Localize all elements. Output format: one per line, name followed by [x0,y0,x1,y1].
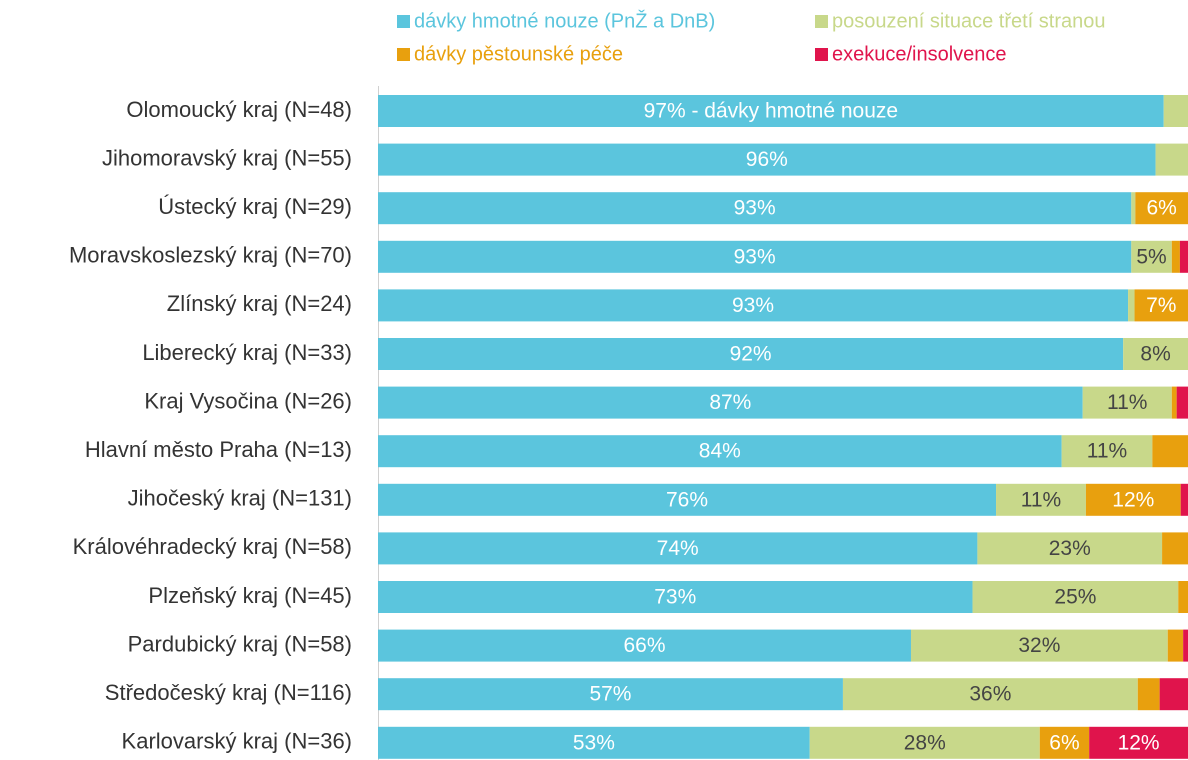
y-tick-label: Kraj Vysočina (N=26) [144,388,352,413]
bar-segment [1171,240,1180,273]
bar-segment [1180,483,1188,516]
bar-segment [378,338,1124,370]
value-label: 28% [904,731,946,754]
bar-segment [1178,581,1188,613]
y-tick-label: Liberecký kraj (N=33) [142,340,352,365]
bar-segment [378,289,1129,322]
y-tick-label: Ústecký kraj (N=29) [158,194,352,219]
value-label: 66% [623,634,665,657]
value-label: 93% [734,245,776,268]
y-tick-label: Středočeský kraj (N=116) [105,680,352,705]
value-label: 74% [657,537,699,560]
bar-segment [1061,435,1153,468]
legend-swatch [397,48,410,61]
bar-segment [996,483,1086,516]
bar-segment [378,435,1062,468]
value-label: 5% [1136,245,1166,268]
value-label: 76% [666,488,708,511]
value-label: 93% [734,197,776,220]
bar-segment [378,483,997,516]
bar-segment [378,192,1132,225]
y-tick-label: Plzeňský kraj (N=45) [148,583,352,608]
value-label: 11% [1021,488,1061,511]
bar-segment [977,532,1163,565]
bar-segment [378,678,843,711]
bar-segment [1123,338,1188,370]
y-tick-label: Moravskoslezský kraj (N=70) [69,243,352,268]
bar-segment [1163,95,1188,127]
bar-segment [1131,192,1136,225]
y-tick-label: Královéhradecký kraj (N=58) [73,534,352,559]
y-tick-label: Hlavní město Praha (N=13) [85,437,352,462]
bar-segment [1137,678,1160,711]
legend-swatch [815,15,828,28]
value-label: 11% [1087,440,1127,463]
value-label: 84% [699,440,741,463]
value-label: 23% [1049,537,1091,560]
y-tick-label: Jihomoravský kraj (N=55) [102,145,352,170]
bar-segment [378,629,911,662]
bar-segment [1179,240,1188,273]
value-label: 36% [969,683,1011,706]
y-tick-label: Karlovarský kraj (N=36) [122,729,352,754]
legend-label: posouzení situace třetí stranou [832,10,1106,32]
y-tick-label: Olomoucký kraj (N=48) [126,97,352,122]
bar-segment [378,95,1164,127]
bar-segment [1152,435,1188,468]
value-label: 92% [730,343,772,366]
value-label: 87% [709,391,751,414]
bar-segment [1155,143,1188,176]
value-label: 57% [589,683,631,706]
bar-segment [1128,289,1135,322]
value-label: 6% [1049,731,1079,754]
bar-segment [1162,532,1188,565]
value-label: 11% [1107,391,1147,414]
bar-segment [1131,240,1172,273]
value-label: 96% [746,148,788,171]
bar-segment [378,581,973,613]
y-tick-label: Pardubický kraj (N=58) [128,631,352,656]
value-label: 7% [1146,294,1176,317]
value-label: 73% [654,586,696,609]
bar-segment [1039,726,1090,759]
bar-segment [1176,386,1188,419]
bar-segment [1167,629,1184,662]
value-label: 12% [1118,731,1160,754]
bar-segment [378,386,1083,419]
bar-segment [378,143,1156,176]
bar-segment [378,532,978,565]
value-label: 6% [1146,197,1176,220]
legend-label: dávky pěstounské péče [414,43,623,65]
bar-segment [378,726,810,759]
bar-segment [1183,629,1188,662]
legend-label: exekuce/insolvence [832,43,1007,65]
bar-segment [1135,192,1188,225]
bar-segment [378,240,1132,273]
bar-segment [1134,289,1188,322]
value-label: 93% [732,294,774,317]
value-label: 32% [1018,634,1060,657]
y-tick-label: Zlínský kraj (N=24) [167,291,352,316]
legend-label: dávky hmotné nouze (PnŽ a DnB) [414,9,715,32]
bar-segment [1089,726,1188,759]
y-tick-label: Jihočeský kraj (N=131) [128,486,352,511]
bar-segment [1082,386,1172,419]
value-label: 12% [1112,488,1154,511]
bar-segment [1171,386,1177,419]
bar-segment [809,726,1040,759]
bar-segment [972,581,1179,613]
bar-segment [910,629,1168,662]
bar-segment [1159,678,1188,711]
value-label: 25% [1054,586,1096,609]
bar-segment [842,678,1138,711]
legend-swatch [815,48,828,61]
value-label: 53% [573,731,615,754]
value-label: 97% - dávky hmotné nouze [644,100,898,123]
value-label: 8% [1140,343,1170,366]
legend-swatch [397,15,410,28]
bar-segment [1085,483,1181,516]
